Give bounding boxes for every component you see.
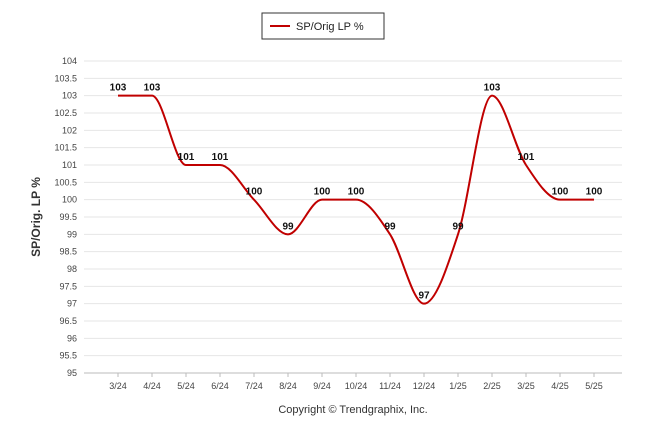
grid: [84, 60, 622, 374]
y-tick-label: 100.5: [54, 177, 77, 187]
data-label: 101: [518, 152, 535, 163]
x-tick-label: 4/24: [143, 381, 161, 391]
x-tick-label: 11/24: [379, 381, 401, 391]
y-tick-label: 99: [67, 229, 77, 239]
data-label: 103: [110, 83, 127, 94]
data-labels: 103 103 101 101 100 99 100 100 99 97 99 103 101 100 10…: [110, 83, 603, 302]
y-tick-label: 98.5: [59, 247, 77, 257]
x-tick-label: 12/24: [413, 381, 436, 391]
data-label: 101: [178, 152, 195, 163]
y-tick-label: 98: [67, 264, 77, 274]
data-label: 103: [144, 83, 161, 94]
y-tick-label: 95: [67, 368, 77, 378]
data-label: 103: [484, 83, 501, 94]
y-tick-label: 100: [62, 195, 77, 205]
data-label: 100: [246, 187, 263, 198]
data-label: 100: [348, 187, 365, 198]
y-tick-label: 103.5: [54, 73, 77, 83]
legend: SP/Orig LP %: [261, 12, 385, 40]
y-axis-label: SP/Orig. LP %: [29, 177, 43, 257]
data-label: 99: [452, 221, 464, 232]
y-tick-label: 99.5: [59, 212, 77, 222]
x-tick-label: 5/25: [585, 381, 603, 391]
data-label: 97: [418, 291, 430, 302]
x-tick-label: 9/24: [313, 381, 331, 391]
y-tick-label: 97: [67, 299, 77, 309]
data-label: 100: [586, 187, 603, 198]
copyright-text: Copyright © Trendgraphix, Inc.: [278, 404, 427, 416]
x-tick-label: 7/24: [245, 381, 263, 391]
x-tick-label: 4/25: [551, 381, 569, 391]
series: [118, 94, 594, 305]
data-label: 100: [314, 187, 331, 198]
y-tick-label: 101.5: [54, 143, 77, 153]
x-tick-label: 3/25: [517, 381, 535, 391]
y-tick-label: 101: [62, 160, 77, 170]
y-tick-label: 103: [62, 91, 77, 101]
y-tick-label: 97.5: [59, 281, 77, 291]
axes: 95 95.5 96 96.5 97 97.5 98 98.5 99 99.5 100 100.5 10…: [54, 56, 622, 391]
data-label: 99: [384, 221, 396, 232]
series-line: [118, 94, 594, 305]
y-tick-label: 96: [67, 333, 77, 343]
y-tick-label: 104: [62, 56, 77, 66]
x-tick-label: 8/24: [279, 381, 297, 391]
x-tick-label: 10/24: [345, 381, 368, 391]
data-label: 100: [552, 187, 569, 198]
x-tick-label: 5/24: [177, 381, 195, 391]
x-tick-label: 6/24: [211, 381, 229, 391]
y-tick-label: 95.5: [59, 351, 77, 361]
data-label: 99: [282, 221, 294, 232]
x-tick-label: 3/24: [109, 381, 127, 391]
x-tick-label: 2/25: [483, 381, 501, 391]
y-tick-label: 102.5: [54, 108, 77, 118]
y-tick-label: 96.5: [59, 316, 77, 326]
legend-label: SP/Orig LP %: [296, 21, 364, 33]
data-label: 101: [212, 152, 229, 163]
y-tick-label: 102: [62, 125, 77, 135]
x-tick-label: 1/25: [449, 381, 467, 391]
